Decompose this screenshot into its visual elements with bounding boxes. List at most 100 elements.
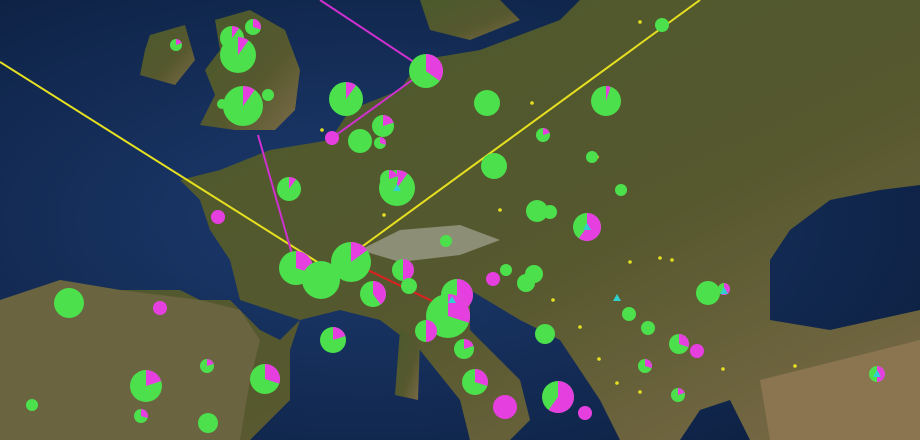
triangle-marker[interactable] — [393, 184, 401, 191]
pie-marker[interactable] — [329, 82, 363, 116]
pie-marker[interactable] — [250, 364, 280, 394]
pie-marker[interactable] — [690, 344, 704, 358]
pie-marker[interactable] — [536, 128, 550, 142]
pie-slice — [141, 409, 148, 419]
pie-marker[interactable] — [869, 366, 885, 382]
pie-marker[interactable] — [211, 210, 225, 224]
ireland — [140, 25, 195, 85]
pie-slice — [289, 177, 297, 189]
pie-slice — [265, 364, 280, 384]
pie-slice — [426, 320, 437, 342]
route-magenta-north — [319, 0, 427, 71]
pie-marker[interactable] — [325, 131, 339, 145]
pie-slice — [243, 86, 255, 106]
pie-marker[interactable] — [245, 19, 261, 35]
triangle-marker[interactable] — [448, 296, 456, 303]
small-point — [578, 325, 582, 329]
pie-slice — [333, 327, 346, 340]
pie-marker[interactable] — [696, 281, 720, 305]
pie-slice — [383, 115, 394, 126]
pie-slice — [679, 334, 690, 348]
pie-marker[interactable] — [462, 369, 488, 395]
pie-slice — [380, 137, 386, 145]
triangle-marker[interactable] — [583, 223, 591, 230]
pie-marker[interactable] — [474, 90, 500, 116]
pie-marker[interactable] — [372, 115, 394, 137]
pie-slice — [464, 339, 474, 349]
pie-marker[interactable] — [655, 18, 669, 32]
pie-marker[interactable] — [526, 200, 548, 222]
pie-slice — [232, 26, 240, 38]
pie-slice — [877, 366, 885, 382]
pie-marker[interactable] — [481, 153, 507, 179]
pie-marker[interactable] — [54, 288, 84, 318]
pie-marker[interactable] — [500, 264, 512, 276]
pie-slice — [606, 86, 611, 101]
triangle-marker[interactable] — [873, 370, 881, 377]
pie-marker[interactable] — [586, 151, 598, 163]
pie-marker[interactable] — [130, 370, 162, 402]
triangle-marker[interactable] — [613, 294, 621, 301]
route-yellow-west — [0, 61, 331, 271]
pie-marker[interactable] — [535, 324, 555, 344]
pie-marker[interactable] — [517, 274, 535, 292]
pie-marker[interactable] — [220, 37, 256, 73]
pie-marker[interactable] — [223, 86, 263, 126]
pie-marker[interactable] — [543, 205, 557, 219]
pie-marker[interactable] — [578, 406, 592, 420]
iberia — [0, 280, 260, 440]
pie-slice — [346, 82, 356, 99]
pie-slice — [397, 170, 408, 188]
pie-marker[interactable] — [217, 99, 227, 109]
pie-marker[interactable] — [198, 413, 218, 433]
pie-marker[interactable] — [638, 359, 652, 373]
pie-marker[interactable] — [409, 54, 443, 88]
pie-slice — [645, 359, 652, 369]
small-point — [793, 364, 797, 368]
small-point — [658, 256, 662, 260]
triangle-marker[interactable] — [720, 287, 728, 294]
pie-marker[interactable] — [262, 89, 274, 101]
pie-slice — [207, 359, 214, 366]
pie-marker[interactable] — [392, 259, 414, 281]
pie-marker[interactable] — [153, 301, 167, 315]
pie-marker[interactable] — [320, 327, 346, 353]
pie-marker[interactable] — [374, 137, 386, 149]
pie-marker[interactable] — [671, 388, 685, 402]
pie-marker[interactable] — [348, 129, 372, 153]
pie-marker[interactable] — [277, 177, 301, 201]
pie-slice — [373, 281, 387, 305]
pie-marker[interactable] — [360, 281, 387, 307]
pie-marker[interactable] — [641, 321, 655, 335]
pie-marker[interactable] — [401, 278, 417, 294]
pie-marker[interactable] — [622, 307, 636, 321]
pie-marker[interactable] — [454, 339, 474, 359]
pie-marker[interactable] — [331, 242, 371, 282]
small-point — [615, 381, 619, 385]
pie-marker[interactable] — [170, 39, 182, 51]
pie-slice — [403, 259, 414, 281]
small-point — [551, 298, 555, 302]
pie-marker[interactable] — [486, 272, 500, 286]
pie-marker[interactable] — [302, 261, 340, 299]
pie-marker[interactable] — [542, 381, 574, 414]
pie-marker[interactable] — [493, 395, 517, 419]
pie-marker[interactable] — [669, 334, 690, 354]
route-magenta-center — [331, 69, 427, 139]
pie-marker[interactable] — [134, 409, 148, 423]
pie-marker[interactable] — [26, 399, 38, 411]
pie-marker[interactable] — [415, 320, 437, 342]
pie-marker[interactable] — [615, 184, 627, 196]
pie-marker[interactable] — [440, 235, 452, 247]
pie-marker[interactable] — [200, 359, 214, 373]
small-point — [530, 101, 534, 105]
route-magenta-west — [257, 134, 297, 269]
pie-slice — [548, 381, 574, 414]
small-point — [638, 20, 642, 24]
pie-marker[interactable] — [591, 86, 621, 116]
pie-marker[interactable] — [380, 170, 398, 188]
pie-slice — [389, 170, 398, 179]
pie-slice — [253, 19, 261, 30]
